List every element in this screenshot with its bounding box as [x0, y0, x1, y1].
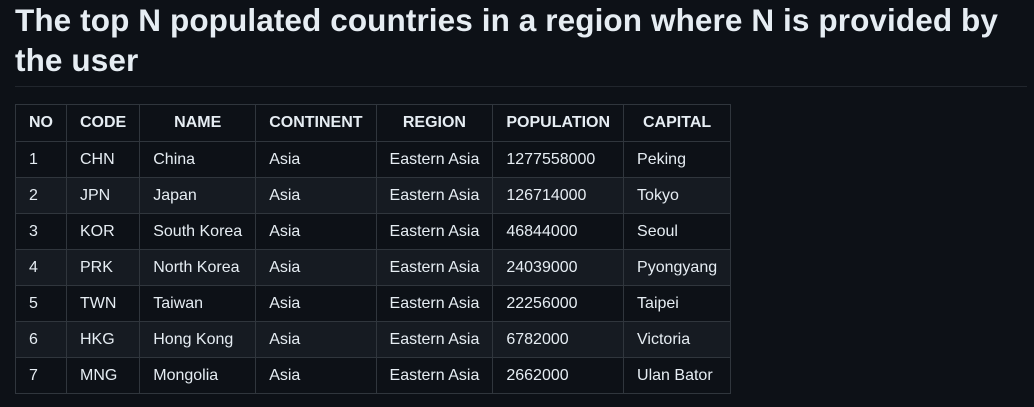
- cell-code: TWN: [65, 285, 141, 322]
- cell-code: KOR: [65, 213, 141, 250]
- table-header: NO CODE NAME CONTINENT REGION POPULATION…: [15, 104, 732, 142]
- cell-name: Mongolia: [139, 357, 257, 394]
- cell-population: 126714000: [492, 177, 625, 214]
- page-title: The top N populated countries in a regio…: [15, 0, 1027, 87]
- cell-region: Eastern Asia: [375, 285, 494, 322]
- cell-no: 3: [15, 213, 67, 250]
- table-row: 3 KOR South Korea Asia Eastern Asia 4684…: [15, 213, 732, 250]
- column-header-name: NAME: [139, 104, 257, 142]
- column-header-capital: CAPITAL: [623, 104, 732, 142]
- cell-no: 1: [15, 141, 67, 178]
- cell-name: North Korea: [139, 249, 257, 286]
- cell-population: 6782000: [492, 321, 625, 358]
- cell-population: 22256000: [492, 285, 625, 322]
- cell-population: 46844000: [492, 213, 625, 250]
- table-header-row: NO CODE NAME CONTINENT REGION POPULATION…: [15, 104, 732, 142]
- column-header-continent: CONTINENT: [255, 104, 377, 142]
- cell-population: 1277558000: [492, 141, 625, 178]
- cell-region: Eastern Asia: [375, 177, 494, 214]
- cell-code: PRK: [65, 249, 141, 286]
- cell-population: 24039000: [492, 249, 625, 286]
- table-row: 1 CHN China Asia Eastern Asia 1277558000…: [15, 141, 732, 178]
- cell-name: China: [139, 141, 257, 178]
- cell-name: South Korea: [139, 213, 257, 250]
- cell-continent: Asia: [255, 357, 377, 394]
- table-body: 1 CHN China Asia Eastern Asia 1277558000…: [15, 141, 732, 394]
- cell-no: 7: [15, 357, 67, 394]
- cell-continent: Asia: [255, 285, 377, 322]
- cell-code: HKG: [65, 321, 141, 358]
- cell-continent: Asia: [255, 249, 377, 286]
- cell-continent: Asia: [255, 321, 377, 358]
- cell-code: CHN: [65, 141, 141, 178]
- cell-region: Eastern Asia: [375, 321, 494, 358]
- cell-capital: Ulan Bator: [623, 357, 732, 394]
- table-row: 7 MNG Mongolia Asia Eastern Asia 2662000…: [15, 357, 732, 394]
- table-row: 4 PRK North Korea Asia Eastern Asia 2403…: [15, 249, 732, 286]
- cell-name: Hong Kong: [139, 321, 257, 358]
- countries-table: NO CODE NAME CONTINENT REGION POPULATION…: [15, 104, 732, 394]
- cell-capital: Taipei: [623, 285, 732, 322]
- cell-code: MNG: [65, 357, 141, 394]
- cell-continent: Asia: [255, 141, 377, 178]
- cell-continent: Asia: [255, 177, 377, 214]
- column-header-code: CODE: [65, 104, 141, 142]
- cell-no: 6: [15, 321, 67, 358]
- cell-name: Japan: [139, 177, 257, 214]
- cell-no: 4: [15, 249, 67, 286]
- column-header-no: NO: [15, 104, 67, 142]
- cell-capital: Pyongyang: [623, 249, 732, 286]
- cell-name: Taiwan: [139, 285, 257, 322]
- cell-region: Eastern Asia: [375, 357, 494, 394]
- table-row: 5 TWN Taiwan Asia Eastern Asia 22256000 …: [15, 285, 732, 322]
- table-row: 2 JPN Japan Asia Eastern Asia 126714000 …: [15, 177, 732, 214]
- column-header-region: REGION: [375, 104, 494, 142]
- cell-region: Eastern Asia: [375, 249, 494, 286]
- cell-continent: Asia: [255, 213, 377, 250]
- page-content: The top N populated countries in a regio…: [15, 0, 1027, 394]
- cell-capital: Peking: [623, 141, 732, 178]
- cell-no: 2: [15, 177, 67, 214]
- cell-population: 2662000: [492, 357, 625, 394]
- cell-capital: Tokyo: [623, 177, 732, 214]
- cell-region: Eastern Asia: [375, 141, 494, 178]
- cell-code: JPN: [65, 177, 141, 214]
- cell-region: Eastern Asia: [375, 213, 494, 250]
- cell-capital: Seoul: [623, 213, 732, 250]
- cell-capital: Victoria: [623, 321, 732, 358]
- cell-no: 5: [15, 285, 67, 322]
- table-row: 6 HKG Hong Kong Asia Eastern Asia 678200…: [15, 321, 732, 358]
- column-header-population: POPULATION: [492, 104, 625, 142]
